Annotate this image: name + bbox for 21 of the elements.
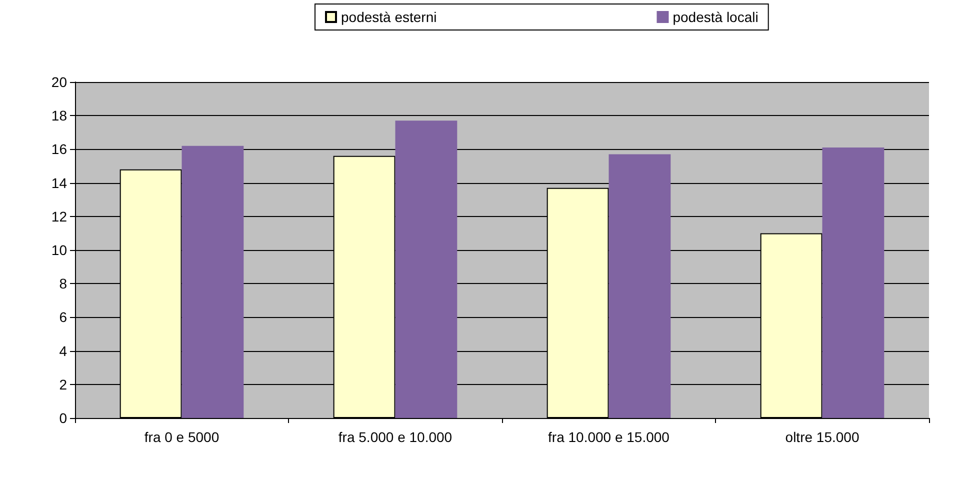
y-tick-label: 16 bbox=[51, 141, 68, 158]
y-tick-label: 18 bbox=[51, 108, 68, 124]
x-tick-label: fra 5.000 e 10.000 bbox=[338, 429, 452, 445]
legend-label: podestà esterni bbox=[341, 9, 437, 25]
bar bbox=[822, 148, 884, 418]
y-tick-label: 2 bbox=[59, 376, 68, 392]
y-tick-label: 12 bbox=[51, 208, 68, 224]
y-tick-label: 14 bbox=[51, 174, 68, 191]
y-tick-label: 20 bbox=[51, 74, 68, 90]
y-tick-label: 4 bbox=[59, 342, 68, 359]
legend-label: podestà locali bbox=[672, 9, 758, 25]
x-tick-label: fra 0 e 5000 bbox=[144, 429, 220, 445]
y-tick-label: 0 bbox=[59, 410, 68, 426]
bar bbox=[395, 120, 458, 418]
x-tick-label: oltre 15.000 bbox=[785, 429, 860, 445]
y-tick-label: 6 bbox=[59, 309, 68, 326]
y-tick-label: 10 bbox=[51, 242, 68, 258]
x-tick-label: fra 10.000 e 15.000 bbox=[548, 429, 670, 445]
y-tick-label: 8 bbox=[59, 276, 68, 292]
bar bbox=[182, 146, 244, 418]
bar bbox=[608, 154, 671, 418]
